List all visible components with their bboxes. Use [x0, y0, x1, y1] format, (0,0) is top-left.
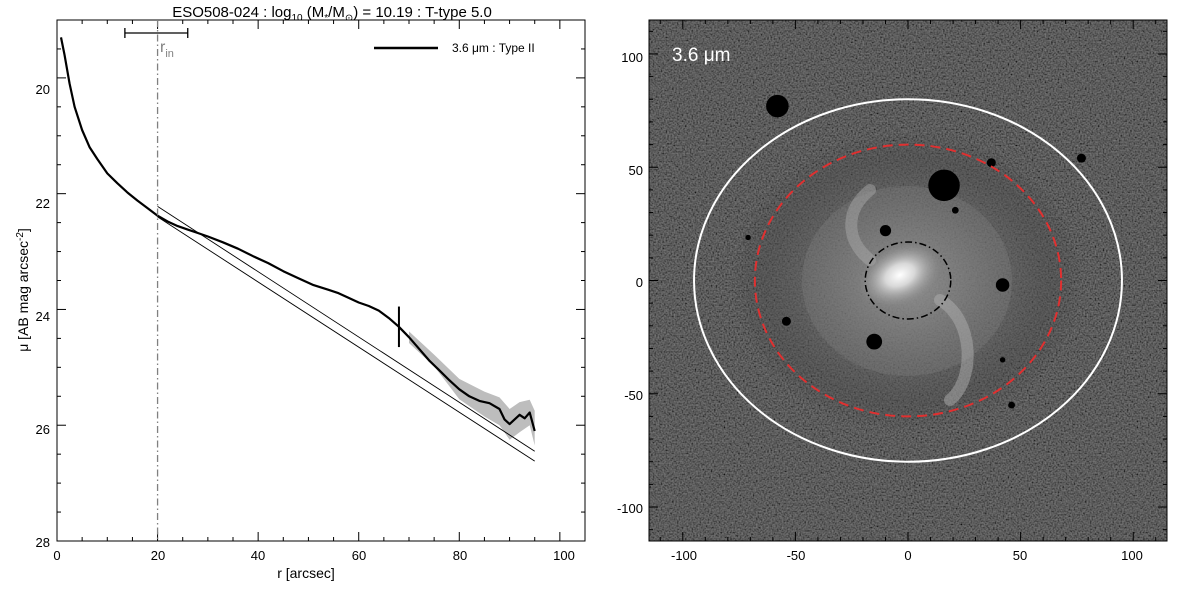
image-ytick-0: 0 — [636, 275, 643, 290]
image-ytick-m50: -50 — [624, 388, 643, 403]
star-mask-1 — [928, 169, 960, 202]
profile-xlabel: r [arcsec] — [277, 565, 335, 581]
galaxy-spiral-arm-south — [934, 294, 974, 406]
profile-series-3p6um — [59, 37, 536, 432]
fit-line-2 — [157, 216, 535, 462]
profile-ytick-20: 20 — [36, 82, 50, 97]
image-axes-ticks — [649, 20, 1167, 541]
fit-line-1 — [157, 206, 535, 452]
star-masks — [745, 94, 1086, 409]
image-ytick-m100: -100 — [617, 501, 643, 516]
profile-xtick-80: 80 — [453, 548, 467, 563]
star-mask-2 — [766, 94, 789, 118]
ellipse-inner — [864, 241, 952, 320]
legend-label-3p6um: 3.6 μm : Type II — [452, 41, 535, 55]
profile-axes-ticks — [56, 20, 585, 542]
image-xtick-50: 50 — [1013, 548, 1027, 563]
image-xtick-labels: -100 -50 0 50 100 — [671, 548, 1143, 563]
profile-ytick-26: 26 — [36, 422, 50, 437]
image-ytick-100: 100 — [621, 50, 643, 65]
galaxy-bulge — [858, 242, 942, 308]
profile-xtick-100: 100 — [553, 548, 575, 563]
star-mask-11 — [999, 357, 1006, 363]
star-mask-4 — [995, 278, 1010, 292]
image-ytick-labels: 100 50 0 -50 -100 — [617, 50, 643, 516]
star-mask-6 — [986, 158, 996, 168]
surface-brightness-profile: rin 3.6 μm : Type II 0 20 40 60 80 100 2… — [15, 19, 586, 581]
star-mask-5 — [866, 333, 883, 350]
profile-ytick-28: 28 — [36, 535, 50, 550]
profile-plot-frame — [56, 19, 586, 542]
galaxy-image-panel: 3.6 μm -100 -50 0 50 100 100 50 0 -50 -1… — [617, 19, 1168, 563]
star-mask-12 — [745, 234, 751, 241]
rin-label: rin — [160, 39, 174, 60]
star-mask-9 — [951, 206, 959, 214]
profile-ylabel: μ [AB mag arcsec-2] — [15, 228, 31, 352]
image-xtick-m50: -50 — [787, 548, 806, 563]
profile-xtick-60: 60 — [352, 548, 366, 563]
star-mask-3 — [879, 225, 892, 237]
profile-xtick-20: 20 — [151, 548, 165, 563]
profile-ytick-labels: 20 22 24 26 28 — [36, 82, 50, 550]
profile-xtick-labels: 0 20 40 60 80 100 — [53, 548, 574, 563]
image-xtick-0: 0 — [904, 548, 911, 563]
profile-fit-lines — [157, 206, 535, 462]
profile-markers — [124, 20, 400, 541]
star-mask-10 — [1008, 401, 1015, 409]
profile-xtick-40: 40 — [251, 548, 265, 563]
star-mask-7 — [1076, 153, 1086, 163]
legend: 3.6 μm : Type II — [374, 41, 535, 55]
ellipse-disk — [753, 143, 1063, 418]
band-label: 3.6 μm — [672, 45, 730, 66]
image-xtick-100: 100 — [1121, 548, 1143, 563]
image-ytick-50: 50 — [629, 163, 643, 178]
image-xtick-m100: -100 — [671, 548, 697, 563]
profile-ytick-22: 22 — [36, 196, 50, 211]
profile-xtick-0: 0 — [53, 548, 60, 563]
ellipse-outer — [693, 98, 1123, 463]
chart-title: ESO508-024 : log10 (M*/M⊙) = 10.19 : T-t… — [172, 4, 492, 24]
profile-curve — [59, 37, 536, 432]
galaxy-image — [649, 20, 1167, 541]
galaxy-spiral-arm-north — [845, 184, 876, 266]
isophote-ellipses — [693, 98, 1123, 463]
star-mask-8 — [781, 316, 791, 326]
profile-ytick-24: 24 — [36, 309, 50, 324]
